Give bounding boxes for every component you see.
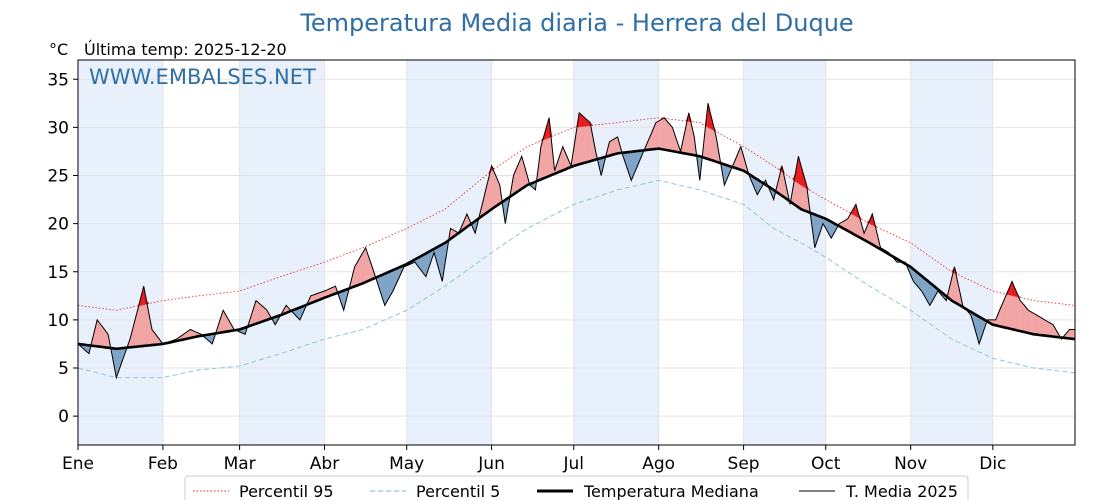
- fill-above-median: [661, 117, 665, 150]
- fill-above-median: [663, 117, 668, 151]
- fill-above-median: [1039, 316, 1043, 336]
- plot-frame: [77, 59, 1076, 446]
- month-band-May: [406, 60, 492, 445]
- fill-above-median: [362, 246, 366, 284]
- x-tick-label: Jun: [477, 454, 505, 474]
- fill-above-median: [1050, 322, 1054, 337]
- legend-label-p95: Percentil 95: [239, 482, 334, 500]
- fill-above-median: [611, 138, 616, 156]
- x-tick-label: Mar: [224, 454, 256, 474]
- y-tick-label: 30: [47, 118, 69, 138]
- fill-above-median: [1041, 317, 1046, 336]
- series-line-current: [77, 103, 1075, 380]
- series-line-p5: [77, 179, 1076, 379]
- series-line-median: [77, 147, 1076, 351]
- fill-above-median: [614, 136, 618, 155]
- y-tick-label: 10: [47, 311, 69, 331]
- x-tick-label: Abr: [310, 454, 339, 474]
- y-tick-label: 0: [58, 407, 69, 427]
- fill-above-median: [658, 119, 662, 150]
- fill-above-median: [96, 319, 101, 347]
- month-band-Jul: [573, 60, 659, 445]
- legend-label-p5: Percentil 5: [416, 482, 500, 500]
- legend-label-current: T. Media 2025: [845, 482, 958, 500]
- fill-above-median: [587, 119, 591, 163]
- fill-above-median: [666, 120, 670, 151]
- y-tick-label: 15: [47, 263, 69, 283]
- unit-label: °C: [49, 40, 68, 59]
- x-tick-label: Ago: [642, 454, 675, 474]
- fill-above-median: [1028, 309, 1032, 334]
- x-tick-label: Oct: [811, 454, 841, 474]
- fill-above-median: [655, 120, 659, 150]
- x-tick-label: May: [389, 454, 424, 474]
- chart-title: Temperatura Media diaria - Herrera del D…: [299, 9, 853, 37]
- y-tick-label: 35: [47, 70, 69, 90]
- fill-above-median: [1030, 311, 1035, 335]
- fill-above-median: [1044, 319, 1048, 337]
- month-bands: [78, 60, 993, 445]
- month-band-Nov: [910, 60, 993, 445]
- x-axis-ticks: Ene Feb Mar Abr May Jun Jul Ago Sep Oct Nov Dic: [62, 445, 1006, 474]
- x-tick-label: Jul: [563, 454, 585, 474]
- series-line-p95: [77, 117, 1076, 311]
- fill-above-median: [1033, 313, 1037, 335]
- fill-above-median: [1036, 314, 1040, 336]
- fill-above-median: [1020, 300, 1024, 332]
- x-tick-label: Nov: [894, 454, 927, 474]
- month-band-Sep: [743, 60, 826, 445]
- legend-label-median: Temperatura Mediana: [583, 482, 759, 500]
- x-tick-label: Dic: [979, 454, 1006, 474]
- y-axis-ticks: 0 5 10 15 20 25 30 35: [47, 70, 78, 427]
- fill-above-median: [1022, 303, 1026, 333]
- watermark: WWW.EMBALSES.NET: [89, 65, 316, 89]
- last-temp-label: Última temp: 2025-12-20: [84, 40, 287, 59]
- fill-above-median: [1047, 321, 1051, 337]
- x-tick-label: Feb: [148, 454, 178, 474]
- month-band-Mar: [239, 60, 325, 445]
- y-tick-label: 5: [58, 359, 69, 379]
- legend: Percentil 95 Percentil 5 Temperatura Med…: [184, 475, 969, 500]
- month-band-Ene: [78, 60, 163, 445]
- y-tick-label: 20: [47, 215, 69, 235]
- fill-above-median: [258, 302, 262, 324]
- fill-above-median: [669, 123, 673, 152]
- x-tick-label: Ene: [62, 454, 94, 474]
- legend-box: [184, 475, 969, 500]
- x-tick-label: Sep: [728, 454, 760, 474]
- fill-above-median: [1025, 306, 1029, 334]
- fill-above-median: [255, 300, 259, 325]
- series-lines: [77, 103, 1076, 380]
- y-tick-label: 25: [47, 167, 69, 187]
- fill-above-median: [609, 139, 613, 156]
